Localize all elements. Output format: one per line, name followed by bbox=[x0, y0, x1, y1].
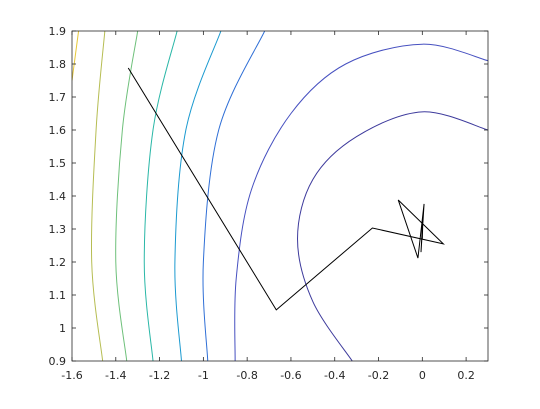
y-tick-label: 1.9 bbox=[49, 25, 67, 38]
y-tick-label: 1.4 bbox=[49, 190, 67, 203]
y-tick-label: 1.5 bbox=[49, 157, 67, 170]
x-tick-label: -0.6 bbox=[280, 369, 301, 382]
optimization-path bbox=[127, 67, 445, 311]
x-tick-label: -1.2 bbox=[149, 369, 170, 382]
y-tick-label: 1.2 bbox=[49, 256, 67, 269]
y-tick-label: 1.6 bbox=[49, 124, 67, 137]
x-tick-label: -1.4 bbox=[105, 369, 126, 382]
contour-line bbox=[202, 31, 266, 361]
y-tick-label: 1.3 bbox=[49, 223, 67, 236]
y-tick-label: 0.9 bbox=[49, 355, 67, 368]
y-tick-label: 1 bbox=[59, 322, 66, 335]
y-tick-label: 1.1 bbox=[49, 289, 67, 302]
x-tick-label: -0.2 bbox=[368, 369, 389, 382]
contour-line bbox=[143, 31, 178, 361]
contour-line bbox=[90, 31, 106, 361]
x-tick-label: -1.6 bbox=[61, 369, 82, 382]
x-tick-label: -0.4 bbox=[324, 369, 345, 382]
x-tick-label: 0 bbox=[419, 369, 426, 382]
contour-line bbox=[297, 111, 488, 361]
contour-line bbox=[234, 43, 488, 361]
contour-line bbox=[174, 31, 222, 361]
x-tick-label: -0.8 bbox=[236, 369, 257, 382]
plot-area bbox=[72, 31, 488, 361]
x-tick-label: -1 bbox=[198, 369, 209, 382]
y-tick-label: 1.8 bbox=[49, 58, 67, 71]
x-tick-label: 0.2 bbox=[457, 369, 475, 382]
y-tick-label: 1.7 bbox=[49, 91, 67, 104]
